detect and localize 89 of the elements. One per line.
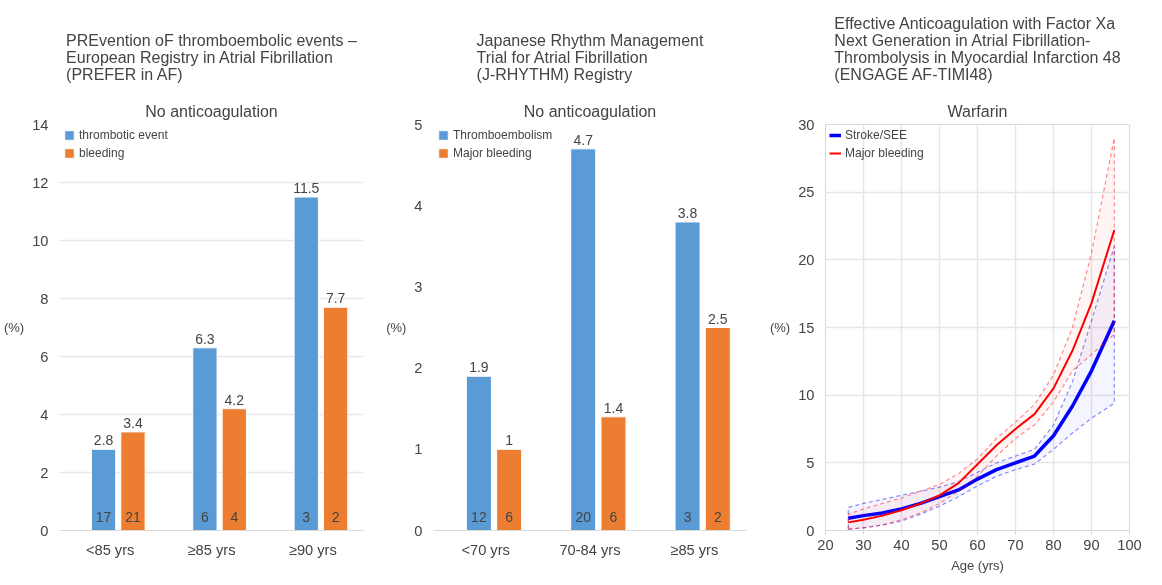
annotation: 3 (683, 508, 692, 525)
x-axis-title: Age (yrs) (951, 557, 1004, 573)
x-tick-label: 80 (1045, 536, 1062, 553)
data-label: 1.4 (603, 399, 624, 416)
y-tick-label: 4 (414, 197, 423, 214)
y-tick-label: 3 (414, 278, 423, 295)
y-tick-label: 2 (40, 464, 49, 481)
data-label: 2.5 (708, 310, 728, 327)
annotation: 6 (505, 508, 514, 525)
bar (674, 221, 701, 531)
y-tick-label: 8 (40, 290, 49, 307)
y-tick-label: 5 (806, 454, 815, 471)
annotation: 12 (471, 508, 487, 525)
legend-label: thrombotic event (79, 128, 168, 142)
legend-label: Stroke/SEE (845, 128, 908, 142)
data-label: 2.8 (93, 432, 114, 449)
x-tick-label: <70 yrs (461, 541, 510, 558)
annotation: 4 (230, 508, 239, 525)
legend-label: bleeding (79, 146, 125, 160)
chart-subtitle: No anticoagulation (145, 102, 278, 120)
data-label: 3.8 (677, 204, 698, 221)
annotation: 17 (95, 508, 112, 525)
y-tick-label: 0 (806, 522, 815, 539)
bar (221, 408, 247, 531)
chart-title: Japanese Rhythm Management Trial for Atrial Fibrillation (J-RHYTHM) Registry (476, 32, 704, 83)
data-label: 4.7 (573, 131, 594, 148)
data-label: 7.7 (325, 290, 346, 307)
y-tick-label: 12 (32, 174, 49, 191)
x-tick-label: 50 (931, 536, 948, 553)
data-label: 1.9 (469, 359, 489, 376)
legend-label: Thromboembolism (453, 128, 553, 142)
x-tick-label: 90 (1083, 536, 1100, 553)
data-label: 11.5 (293, 180, 320, 196)
bar (704, 327, 731, 531)
y-tick-label: 25 (798, 184, 815, 201)
chart-title: Effective Anticoagulation with Factor Xa Next Generation in Atrial Fibrillation- Thrombolysis in Myocardial Infarction 48 (ENGAGE AF-TIMI48) (834, 15, 1121, 83)
y-tick-label: 2 (414, 360, 423, 377)
annotation: 6 (201, 508, 210, 525)
y-tick-label: 10 (798, 387, 815, 404)
annotation: 2 (713, 508, 722, 525)
y-tick-label: 1 (414, 441, 423, 458)
x-tick-label: 70 (1007, 536, 1024, 553)
x-tick-label: 70-84 yrs (559, 541, 621, 558)
x-tick-label: 60 (969, 536, 986, 553)
x-tick-label: ≥90 yrs (288, 541, 337, 558)
annotation: 2 (331, 508, 340, 525)
y-tick-label: 10 (32, 232, 49, 249)
data-label: 6.3 (195, 330, 215, 347)
x-tick-label: 30 (855, 536, 872, 553)
bar (192, 347, 218, 531)
annotation: 6 (609, 508, 618, 525)
bar (465, 375, 492, 531)
legend-label: Major bleeding (845, 146, 924, 160)
y-axis-title: (%) (769, 320, 791, 335)
y-tick-label: 5 (414, 116, 423, 133)
y-tick-label: 15 (798, 319, 815, 336)
y-tick-label: 0 (40, 522, 49, 539)
y-axis-title: (%) (386, 320, 407, 335)
x-tick-label: 100 (1117, 536, 1142, 553)
x-tick-label: 40 (893, 536, 910, 553)
line-series (846, 318, 1117, 521)
chart-subtitle: Warfarin (947, 102, 1008, 120)
annotation: 20 (575, 508, 592, 525)
bar (90, 448, 117, 531)
chart-subtitle: No anticoagulation (523, 102, 657, 120)
y-tick-label: 6 (40, 348, 49, 365)
y-axis-title: (%) (3, 320, 25, 335)
y-tick-label: 20 (798, 251, 815, 268)
bar (293, 196, 319, 531)
bar (570, 148, 597, 531)
x-tick-label: 20 (817, 536, 834, 553)
legend-label: Major bleeding (453, 146, 532, 160)
chart-title: PREvention oF thromboembolic events – European Registry in Atrial Fibrillation (PREFER in AF) (66, 32, 358, 83)
y-tick-label: 30 (798, 116, 815, 133)
bar (322, 306, 349, 531)
x-tick-label: <85 yrs (85, 541, 135, 558)
bar (120, 431, 146, 531)
data-label: 1 (505, 432, 514, 449)
data-label: 4.2 (224, 391, 245, 408)
y-tick-label: 4 (40, 406, 49, 423)
annotation: 21 (125, 508, 141, 525)
y-tick-label: 14 (32, 116, 49, 133)
y-tick-label: 0 (414, 522, 423, 539)
data-label: 3.4 (123, 414, 143, 431)
x-tick-label: ≥85 yrs (670, 541, 719, 558)
annotation: 3 (302, 508, 311, 525)
bar (496, 448, 523, 531)
x-tick-label: ≥85 yrs (187, 541, 236, 558)
bar (600, 416, 627, 531)
